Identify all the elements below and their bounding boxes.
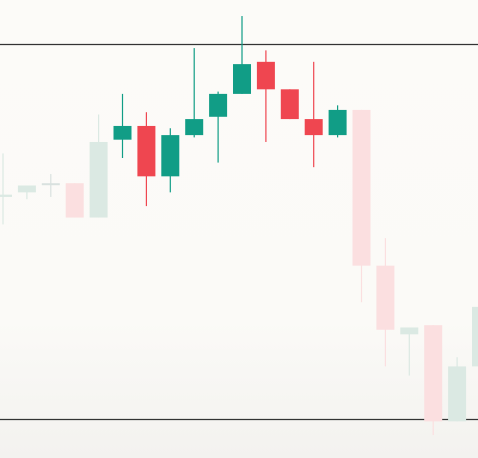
candle-body — [352, 109, 371, 266]
candle-body — [209, 93, 228, 117]
candle — [233, 16, 251, 94]
candle — [65, 183, 84, 218]
candle — [41, 174, 60, 197]
candle-body — [448, 366, 467, 422]
candle — [161, 128, 180, 193]
candle — [352, 109, 371, 303]
candle-body — [137, 125, 156, 177]
candle — [304, 61, 323, 168]
candle — [424, 325, 443, 436]
candle — [17, 185, 36, 200]
candle-body — [280, 89, 299, 120]
candle-body — [328, 109, 347, 136]
candle-body — [424, 325, 443, 422]
candle — [472, 306, 478, 367]
level-lines — [0, 43, 478, 421]
candle-body — [89, 141, 108, 218]
candle-body — [233, 64, 251, 94]
candle-body — [41, 183, 60, 186]
candle-body — [113, 125, 132, 140]
candle-body — [17, 185, 36, 193]
candle-body — [161, 135, 180, 177]
candle — [448, 357, 467, 422]
candle — [280, 89, 299, 120]
candle-body — [400, 327, 419, 335]
candle — [137, 112, 156, 207]
candles — [0, 16, 478, 436]
candle-body — [304, 119, 323, 136]
candle-body — [256, 61, 275, 90]
candle — [328, 105, 347, 138]
candle — [185, 48, 204, 138]
candle-body — [376, 265, 395, 330]
candle — [89, 114, 108, 218]
candle — [256, 50, 275, 142]
candle — [400, 327, 419, 376]
candle-body — [0, 194, 12, 197]
candle-body — [65, 183, 84, 218]
candle-body — [185, 119, 204, 136]
candle-body — [472, 306, 478, 367]
candle — [0, 153, 12, 225]
candle — [376, 238, 395, 367]
candle — [209, 91, 228, 163]
candle — [113, 93, 132, 159]
